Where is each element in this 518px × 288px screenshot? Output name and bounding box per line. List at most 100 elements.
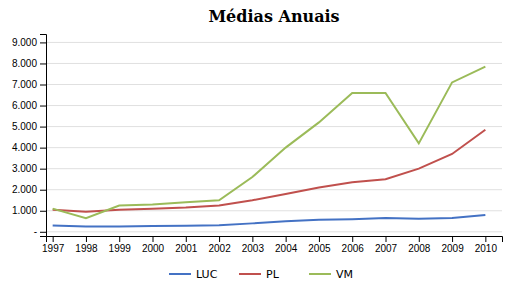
legend-label: VM (336, 268, 353, 281)
x-tick: 1998 (75, 236, 98, 254)
y-tick-mark (40, 85, 46, 86)
x-tick: 2000 (142, 236, 165, 254)
x-tick: 2003 (242, 236, 265, 254)
x-tick: 1999 (109, 236, 132, 254)
y-tick: 3.000 (12, 163, 46, 174)
y-axis-line (40, 35, 47, 237)
x-tick-label: 2009 (441, 243, 464, 254)
grid-line (46, 105, 502, 106)
y-axis: - 1.000 2.000 3.000 4.000 5.000 6.000 7.000 8.00… (12, 35, 47, 238)
x-tick-label: 2002 (208, 243, 231, 254)
x-tick-label: 2007 (375, 243, 398, 254)
y-tick-mark (40, 148, 46, 149)
x-tick-mark (286, 236, 287, 242)
x-tick-mark (86, 236, 87, 242)
x-tick: 2010 (475, 236, 498, 254)
x-tick-label: 1999 (109, 243, 132, 254)
y-tick: 4.000 (12, 142, 46, 153)
x-tick-mark (153, 236, 154, 242)
plot-area: 1997 1998 1999 2000 2001 2002 2003 2004 2005 2006… (12, 35, 503, 255)
x-tick-label: 2004 (275, 243, 298, 254)
x-tick-mark (186, 236, 187, 242)
grid-line (46, 42, 502, 43)
x-tick-mark (419, 236, 420, 242)
x-tick-label: 2010 (475, 243, 498, 254)
x-tick: 2004 (275, 236, 298, 254)
x-tick-label: 2000 (142, 243, 165, 254)
legend-swatch (169, 273, 191, 275)
y-tick-mark (40, 169, 46, 170)
y-tick-mark (40, 232, 46, 233)
x-tick-mark (319, 236, 320, 242)
x-tick-mark (53, 236, 54, 242)
y-tick-mark (40, 63, 46, 64)
x-tick: 2009 (441, 236, 464, 254)
y-tick-label: 9.000 (12, 37, 37, 48)
y-tick-label: 3.000 (12, 163, 37, 174)
y-tick-label: - (34, 226, 37, 237)
y-tick-mark (40, 211, 46, 212)
series-line (53, 215, 486, 227)
y-tick: 5.000 (12, 121, 46, 132)
x-tick: 2001 (175, 236, 198, 254)
legend-label: PL (266, 268, 280, 281)
x-tick-label: 2008 (408, 243, 431, 254)
x-tick: 2006 (342, 236, 365, 254)
series-group (53, 67, 486, 227)
y-tick-label: 8.000 (12, 58, 37, 69)
y-tick: 1.000 (12, 205, 46, 216)
legend: LUC PL VM (169, 268, 353, 281)
y-tick-mark (40, 190, 46, 191)
y-tick-label: 4.000 (12, 142, 37, 153)
x-tick: 2002 (208, 236, 231, 254)
y-tick-label: 5.000 (12, 121, 37, 132)
y-tick-mark (40, 127, 46, 128)
legend-item: PL (239, 268, 280, 281)
legend-item: VM (309, 268, 353, 281)
x-tick-label: 2005 (308, 243, 331, 254)
y-tick-mark (40, 42, 46, 43)
grid-line (46, 126, 502, 127)
x-axis: 1997 1998 1999 2000 2001 2002 2003 2004 2005 2006… (42, 236, 502, 254)
x-tick: 2007 (375, 236, 398, 254)
y-tick: 2.000 (12, 184, 46, 195)
legend-swatch (239, 273, 261, 275)
x-tick-label: 2001 (175, 243, 198, 254)
grid-line (46, 63, 502, 64)
grid-line (46, 231, 502, 232)
grid-line (46, 147, 502, 148)
y-tick-label: 2.000 (12, 184, 37, 195)
x-tick-mark (452, 236, 453, 242)
y-tick: 9.000 (12, 37, 46, 48)
y-tick: 6.000 (12, 100, 46, 111)
x-axis-line (47, 237, 503, 243)
chart: 1997 1998 1999 2000 2001 2002 2003 2004 2005 2006… (0, 0, 518, 288)
x-tick-label: 2003 (242, 243, 265, 254)
x-tick-mark (219, 236, 220, 242)
title: Médias Anuais (208, 7, 339, 26)
x-tick: 2008 (408, 236, 431, 254)
y-tick-mark (40, 106, 46, 107)
x-tick-mark (485, 236, 486, 242)
x-tick: 1997 (42, 236, 65, 254)
x-tick-label: 1998 (75, 243, 98, 254)
legend-swatch (309, 273, 331, 275)
x-tick-mark (119, 236, 120, 242)
x-tick: 2005 (308, 236, 331, 254)
x-tick-label: 1997 (42, 243, 65, 254)
grid-line (46, 189, 502, 190)
grid-line (46, 168, 502, 169)
y-tick: 7.000 (12, 79, 46, 90)
y-tick-label: 7.000 (12, 79, 37, 90)
x-tick-mark (252, 236, 253, 242)
grid-line (46, 84, 502, 85)
y-tick-label: 1.000 (12, 205, 37, 216)
y-tick: 8.000 (12, 58, 46, 69)
x-tick-mark (386, 236, 387, 242)
legend-label: LUC (196, 268, 218, 281)
y-tick: - (34, 226, 46, 237)
x-tick-mark (352, 236, 353, 242)
y-tick-label: 6.000 (12, 100, 37, 111)
legend-item: LUC (169, 268, 218, 281)
x-tick-label: 2006 (342, 243, 365, 254)
